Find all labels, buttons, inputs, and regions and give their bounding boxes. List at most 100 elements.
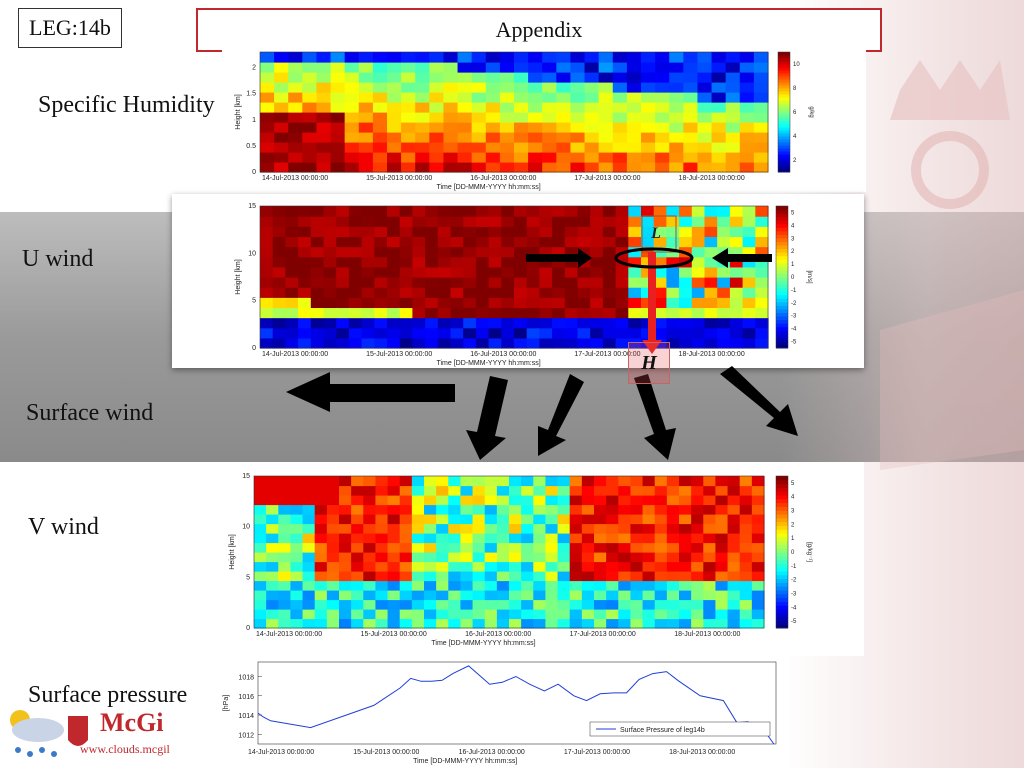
heatmap-cell xyxy=(545,561,559,572)
heatmap-cell xyxy=(412,256,426,268)
heatmap-cell xyxy=(387,561,401,572)
heatmap-cell xyxy=(285,206,299,217)
heatmap-cell xyxy=(326,552,340,563)
heatmap-cell xyxy=(290,495,304,506)
logo-url[interactable]: www.clouds.mcgil xyxy=(80,742,170,756)
heatmap-cell xyxy=(272,266,286,278)
heatmap-cell xyxy=(630,580,644,591)
heatmap-cell xyxy=(654,609,668,620)
heatmap-cell xyxy=(654,580,668,591)
heatmap-cell xyxy=(557,580,571,591)
heatmap-cell xyxy=(460,571,474,582)
heatmap-cell xyxy=(653,287,667,298)
heatmap-cell xyxy=(618,618,632,629)
heatmap-cell xyxy=(501,206,515,217)
heatmap-cell xyxy=(448,599,462,610)
v-wind-chart-panel: 0 5 10 15 Height [km] 14-Jul-2013 00:00:00 15-… xyxy=(164,462,864,656)
heatmap-cell xyxy=(323,307,337,319)
heatmap-cell xyxy=(556,132,572,143)
heatmap-cell xyxy=(711,122,727,133)
y-tick-label: 1.5 xyxy=(246,91,256,98)
heatmap-cell xyxy=(557,504,571,515)
heatmap-cell xyxy=(703,485,717,496)
colorbar-cell xyxy=(776,605,788,610)
heatmap-cell xyxy=(729,287,744,298)
heatmap-cell xyxy=(302,504,316,515)
heatmap-cell xyxy=(683,52,699,63)
heatmap-cell xyxy=(641,277,655,288)
heatmap-cell xyxy=(496,609,510,620)
plot-frame xyxy=(259,51,769,173)
heatmap-cell xyxy=(399,337,413,349)
heatmap-cell xyxy=(564,236,579,248)
heatmap-cell xyxy=(727,495,741,506)
colorbar-tick-label: 6 xyxy=(793,110,797,116)
heatmap-cell xyxy=(590,317,604,329)
heatmap-cell xyxy=(602,327,617,339)
heatmap-cell xyxy=(641,82,656,93)
heatmap-cell xyxy=(326,609,340,620)
heatmap-cell xyxy=(666,476,680,487)
heatmap-cell xyxy=(472,552,486,563)
x-tick-label: 16-Jul-2013 00:00:00 xyxy=(459,749,525,756)
heatmap-cell xyxy=(463,256,477,268)
heatmap-cell xyxy=(753,162,769,173)
heatmap-cell xyxy=(323,226,337,238)
heatmap-cell xyxy=(285,266,299,278)
heatmap-cell xyxy=(666,327,680,339)
heatmap-cell xyxy=(581,580,595,591)
heatmap-cell xyxy=(274,162,289,173)
x-axis-label: Time [DD-MMM-YYYY hh:mm:ss] xyxy=(413,758,517,765)
heatmap-cell xyxy=(260,246,274,258)
heatmap-cell xyxy=(351,504,364,515)
heatmap-cell xyxy=(424,476,437,487)
heatmap-cell xyxy=(351,618,364,629)
heatmap-cell xyxy=(729,266,744,278)
heatmap-cell xyxy=(272,287,286,298)
heatmap-cell xyxy=(742,266,756,278)
heatmap-cell xyxy=(630,495,644,506)
heatmap-cell xyxy=(542,52,557,63)
colorbar-cell xyxy=(778,166,790,170)
heatmap-cell xyxy=(323,246,337,258)
heatmap-cell xyxy=(642,504,656,515)
heatmap-cell xyxy=(669,142,684,153)
heatmap-cell xyxy=(570,82,586,93)
heatmap-cell xyxy=(260,216,274,227)
heatmap-cell xyxy=(729,337,744,349)
heatmap-cell xyxy=(606,599,619,610)
heatmap-cell xyxy=(260,206,274,217)
heatmap-cell xyxy=(484,485,498,496)
heatmap-cell xyxy=(514,206,528,217)
heatmap-cell xyxy=(424,495,437,506)
heatmap-cell xyxy=(496,580,510,591)
colorbar-cell xyxy=(776,517,788,523)
heatmap-cell xyxy=(348,287,363,298)
heatmap-cell xyxy=(460,552,474,563)
heatmap-cell xyxy=(401,62,416,73)
heatmap-cell xyxy=(655,152,670,163)
heatmap-cell xyxy=(374,287,388,298)
heatmap-cell xyxy=(725,142,741,153)
heatmap-cell xyxy=(302,82,318,93)
heatmap-cell xyxy=(641,132,656,143)
heatmap-cell xyxy=(509,618,522,629)
heatmap-cell xyxy=(533,542,547,553)
heatmap-cell xyxy=(642,485,656,496)
heatmap-cell xyxy=(602,266,617,278)
heatmap-cell xyxy=(471,52,487,63)
colorbar-cell xyxy=(776,308,788,313)
heatmap-cell xyxy=(683,62,699,73)
heatmap-cell xyxy=(618,476,632,487)
heatmap-cell xyxy=(363,599,377,610)
heatmap-cell xyxy=(285,256,299,268)
heatmap-cell xyxy=(260,112,275,123)
heatmap-cell xyxy=(742,236,756,248)
heatmap-cell xyxy=(496,561,510,572)
heatmap-cell xyxy=(691,514,704,525)
heatmap-cell xyxy=(457,162,473,173)
heatmap-cell xyxy=(594,476,607,487)
colorbar-tick-label: 4 xyxy=(791,223,795,229)
heatmap-cell xyxy=(528,112,543,123)
